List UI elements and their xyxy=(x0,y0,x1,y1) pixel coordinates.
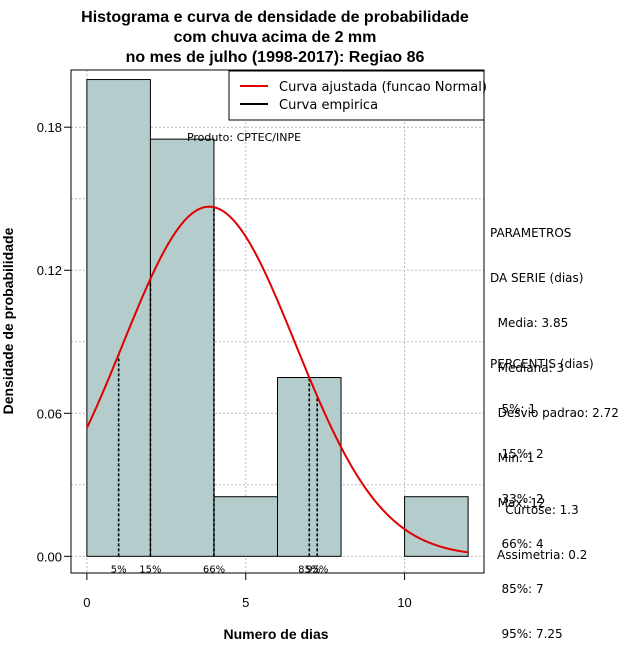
axes: 0 5 10 0.00 0.06 0.12 0.18 xyxy=(37,120,412,610)
normal-fit-curve xyxy=(85,205,469,554)
percentile-lines: 5% 15% 66% 85%95% xyxy=(111,207,328,575)
percentile-label: 95% xyxy=(306,564,328,575)
chart-title-line-3: no mes de julho (1998-2017): Regiao 86 xyxy=(126,49,425,66)
percentile-label: 15% xyxy=(139,564,161,575)
x-tick-label: 10 xyxy=(397,595,411,610)
stats-line: Min: 1 xyxy=(490,451,535,465)
legend-box xyxy=(228,70,485,121)
stats-line: PARAMETROS xyxy=(490,226,572,240)
percentile-label: 5% xyxy=(111,564,127,575)
stats-line: 85%: 7 xyxy=(490,582,544,596)
normal-curve-layer xyxy=(85,205,469,554)
stats-line: 33%: 2 xyxy=(490,492,544,506)
x-axis-label: Numero de dias xyxy=(223,626,328,642)
stats-line: Mediana: 3 xyxy=(490,361,565,375)
histogram-bar xyxy=(149,138,215,557)
legend-label-empirical: Curva empirica xyxy=(279,98,378,113)
product-annotation: Produto: CPTEC/INPE xyxy=(187,131,301,144)
stats-line: Assimetria: 0.2 xyxy=(497,548,588,562)
histogram-bar xyxy=(404,496,469,557)
stats-parametros: PARAMETROS DA SERIE (dias) Media: 3.85 M… xyxy=(490,196,619,541)
chart-title-line-2: com chuva acima de 2 mm xyxy=(174,29,377,46)
histogram-bar xyxy=(277,377,342,557)
legend: Curva ajustada (funcao Normal) Curva emp… xyxy=(228,70,487,121)
x-tick-label: 5 xyxy=(242,595,249,610)
percentile-label: 66% xyxy=(203,564,225,575)
legend-label-normal: Curva ajustada (funcao Normal) xyxy=(279,80,487,95)
stats-line: Max: 12 xyxy=(490,496,546,510)
stats-line: 15%: 2 xyxy=(490,447,544,461)
y-tick-label: 0.00 xyxy=(37,549,62,564)
stats-shape: Curtose: 1.3 Assimetria: 0.2 xyxy=(497,473,587,593)
stats-line: 5%: 1 xyxy=(490,402,536,416)
chart-title-line-1: Histograma e curva de densidade de proba… xyxy=(81,9,469,26)
stats-line: DA SERIE (dias) xyxy=(490,271,584,285)
stats-line: Media: 3.85 xyxy=(490,316,569,330)
stats-line: PERCENTIS (dias) xyxy=(490,357,594,371)
y-tick-label: 0.12 xyxy=(37,263,62,278)
stats-line: Curtose: 1.3 xyxy=(505,503,579,517)
y-axis-label: Densidade de probabilidade xyxy=(0,227,16,414)
histogram-bars xyxy=(86,79,469,557)
stats-line: 66%: 4 xyxy=(490,537,544,551)
stats-percentis: PERCENTIS (dias) 5%: 1 15%: 2 33%: 2 66%… xyxy=(490,327,594,672)
chart-title: Histograma e curva de densidade de proba… xyxy=(81,9,469,66)
y-tick-label: 0.18 xyxy=(37,120,62,135)
y-tick-label: 0.06 xyxy=(37,406,62,421)
x-tick-label: 0 xyxy=(83,595,90,610)
stats-line: 95%: 7.25 xyxy=(490,627,563,641)
stats-line: Desvio padrao: 2.72 xyxy=(490,406,619,420)
percentile-label: 85% xyxy=(298,564,320,575)
histogram-bar xyxy=(213,496,278,557)
